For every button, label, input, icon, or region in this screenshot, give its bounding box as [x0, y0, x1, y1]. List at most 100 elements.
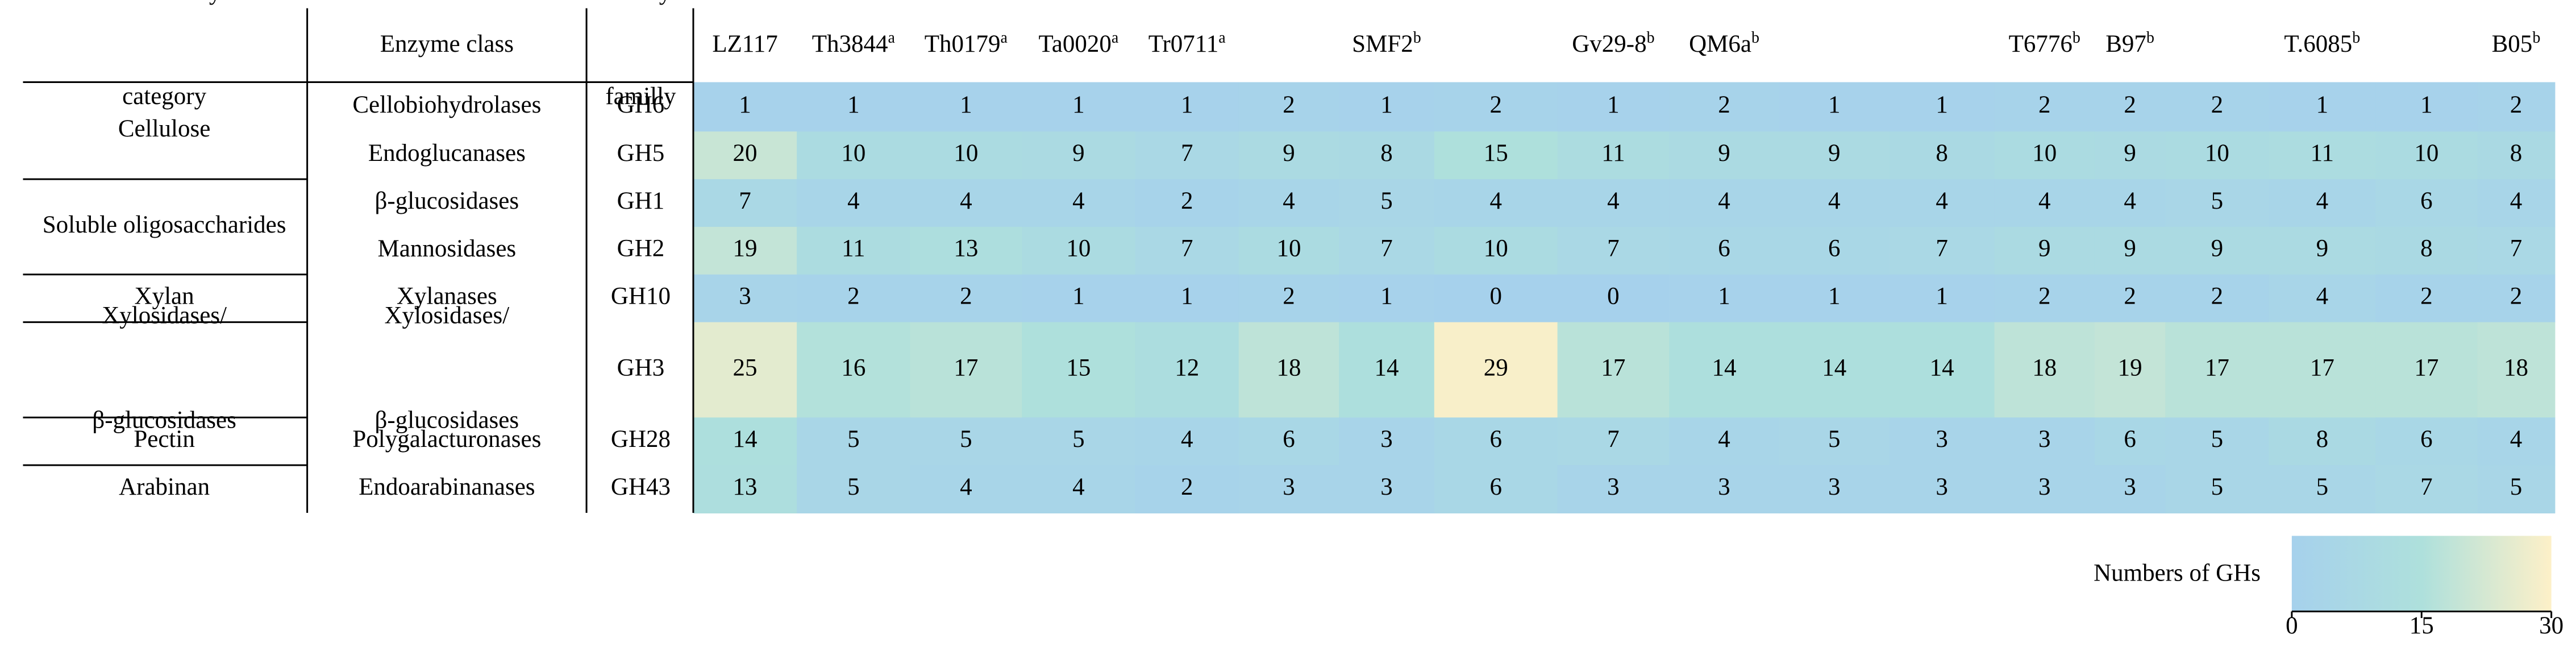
cell-value: 0 [1489, 283, 1502, 310]
cell-value: 5 [1072, 426, 1085, 453]
cell-value: 17 [2310, 354, 2334, 381]
strain-header: CBS [1811, 0, 1857, 5]
heat-cell [693, 131, 798, 180]
cell-value: 4 [847, 188, 860, 214]
category: β-glucosidases [92, 407, 236, 433]
heat-cell [1434, 179, 1558, 227]
enzyme-class: Xylosidases/ [384, 302, 509, 329]
cell-value: 3 [1283, 474, 1295, 500]
strain-header-line: SMF2 [1352, 31, 1413, 57]
heat-cell [2375, 417, 2478, 466]
cell-value: 7 [1181, 235, 1193, 262]
heat-cell [1779, 274, 1890, 323]
cell-value: 1 [1936, 92, 1948, 118]
enzyme-class: β-glucosidases [375, 188, 519, 214]
cell-value: 1 [1607, 92, 1620, 118]
heat-cell [1238, 417, 1340, 466]
heat-cell [2165, 131, 2270, 180]
heat-cell [797, 417, 911, 466]
heat-cell [1434, 226, 1558, 275]
strain-header-line: LZ117 [712, 31, 777, 57]
header-cell: Enzyme class [380, 31, 514, 57]
cazy-family: GH1 [617, 188, 665, 214]
strain-header-line: T6776 [2009, 31, 2073, 57]
heat-cell [1434, 82, 1558, 132]
cell-value: 9 [2038, 235, 2051, 262]
heat-cell [1135, 274, 1239, 323]
cell-value: 10 [2414, 140, 2438, 167]
heat-cell [1022, 179, 1136, 227]
heat-cell [2477, 417, 2556, 466]
cell-value: 1 [1828, 283, 1841, 310]
heat-cell [2269, 417, 2377, 466]
heat-cell [1994, 465, 2095, 513]
cell-value: 10 [841, 140, 865, 167]
heat-cell [1889, 179, 1995, 227]
cell-value: 11 [2311, 140, 2334, 167]
cell-value: 1 [847, 92, 860, 118]
cell-value: 2 [1489, 92, 1502, 118]
strain-header-line: Ta0020 [1039, 31, 1112, 57]
heat-cell [1339, 322, 1435, 418]
heat-cell [2165, 322, 2270, 418]
cell-value: 3 [2038, 426, 2051, 453]
heat-cell [1135, 131, 1239, 180]
heat-cell [1994, 82, 2095, 132]
cell-value: 17 [954, 354, 978, 381]
cell-value: 3 [1380, 474, 1393, 500]
heat-cell [797, 179, 911, 227]
strain-header: Tr0711a [1148, 29, 1226, 57]
heat-cell [910, 82, 1023, 132]
heat-cell [1339, 131, 1435, 180]
strain-header-line: Gv29-8 [1572, 31, 1646, 57]
cell-value: 4 [1072, 188, 1085, 214]
heat-cell [1135, 82, 1239, 132]
cell-value: 4 [960, 474, 972, 500]
superscript: b [1413, 29, 1421, 47]
heat-cell [1339, 226, 1435, 275]
cell-value: 9 [1072, 140, 1085, 167]
heat-cell [1434, 417, 1558, 466]
header-cell-line: Substrate/enzyme [77, 0, 251, 5]
heat-cell [1669, 274, 1780, 323]
heat-cell [1669, 82, 1780, 132]
heat-cell [693, 82, 798, 132]
cell-value: 25 [733, 354, 758, 381]
cell-value: 6 [1283, 426, 1295, 453]
cell-value: 6 [2124, 426, 2136, 453]
cell-value: 5 [2510, 474, 2523, 500]
cell-value: 4 [2510, 426, 2523, 453]
enzyme-class-line: Polygalacturonases [352, 426, 541, 453]
strain-header-line: B97 [2105, 31, 2146, 57]
cazy-family: GH2 [617, 235, 665, 262]
category-line: Pectin [134, 426, 194, 453]
strain-header-line: IMI [1477, 0, 1515, 5]
strain-header: JCM [1918, 0, 1966, 5]
cell-value: 4 [2038, 188, 2051, 214]
superscript: a [1112, 29, 1119, 47]
cell-value: 1 [1072, 283, 1085, 310]
heat-cell [693, 179, 798, 227]
heat-cell [2269, 131, 2377, 180]
heat-cell [2165, 465, 2270, 513]
heat-cell [1135, 226, 1239, 275]
cell-value: 3 [1607, 474, 1620, 500]
heat-cell [2094, 417, 2166, 466]
cell-value: 2 [2211, 283, 2224, 310]
cell-value: 6 [1489, 426, 1502, 453]
cell-value: 9 [2316, 235, 2329, 262]
cell-value: 7 [1936, 235, 1948, 262]
heat-cell [1238, 82, 1340, 132]
cell-value: 5 [2211, 188, 2224, 214]
cell-value: 3 [2124, 474, 2136, 500]
heat-cell [1022, 322, 1136, 418]
cell-value: 4 [1283, 188, 1295, 214]
cell-value: 1 [739, 92, 751, 118]
cell-value: 4 [1607, 188, 1620, 214]
heat-cell [693, 226, 798, 275]
cell-value: 7 [1380, 235, 1393, 262]
cell-value: 10 [2205, 140, 2229, 167]
heat-cell [1022, 274, 1136, 323]
cell-value: 5 [847, 474, 860, 500]
cell-value: 4 [1718, 188, 1730, 214]
